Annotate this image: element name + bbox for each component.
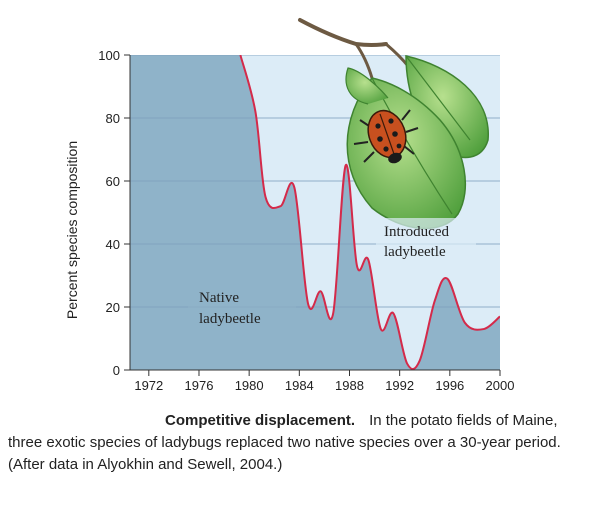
x-tick-label: 1976 (185, 378, 214, 393)
x-tick-label: 1980 (235, 378, 264, 393)
native-ladybeetle-label: Native ladybeetle (188, 282, 296, 339)
introduced-ladybeetle-label: Introduced ladybeetle (376, 218, 476, 264)
y-axis-title: Percent species composition (64, 141, 80, 319)
y-tick-label: 60 (106, 174, 120, 189)
species-composition-chart: 0 20 40 60 80 100 1972 1976 1980 1984 1988 1992 1996… (64, 18, 515, 393)
x-tick-label: 1992 (385, 378, 414, 393)
y-tick-label: 0 (113, 363, 120, 378)
x-tick-label: 2000 (486, 378, 515, 393)
caption-text: In the potato fields of Maine, three exo… (8, 412, 561, 473)
native-label-line-2: ladybeetle (199, 311, 261, 327)
x-tick-label: 1984 (285, 378, 314, 393)
axes (129, 55, 500, 371)
native-label-line-1: Native (199, 290, 239, 306)
x-tick-label: 1988 (335, 378, 364, 393)
x-tick-label: 1972 (134, 378, 163, 393)
ladybug-on-leaf-icon (298, 18, 489, 230)
figure-caption: Competitive displacement. In the potato f… (8, 410, 593, 476)
series-line (239, 55, 500, 370)
introduced-label-line-1: Introduced (384, 224, 449, 240)
introduced-label-line-2: ladybeetle (384, 244, 446, 260)
y-tick-label: 80 (106, 111, 120, 126)
x-tick-label: 1996 (435, 378, 464, 393)
y-tick-label: 40 (106, 237, 120, 252)
ladybug-icon (353, 109, 419, 164)
y-tick-label: 100 (98, 48, 120, 63)
y-tick-label: 20 (106, 300, 120, 315)
caption-title: Competitive displacement. (165, 412, 356, 429)
